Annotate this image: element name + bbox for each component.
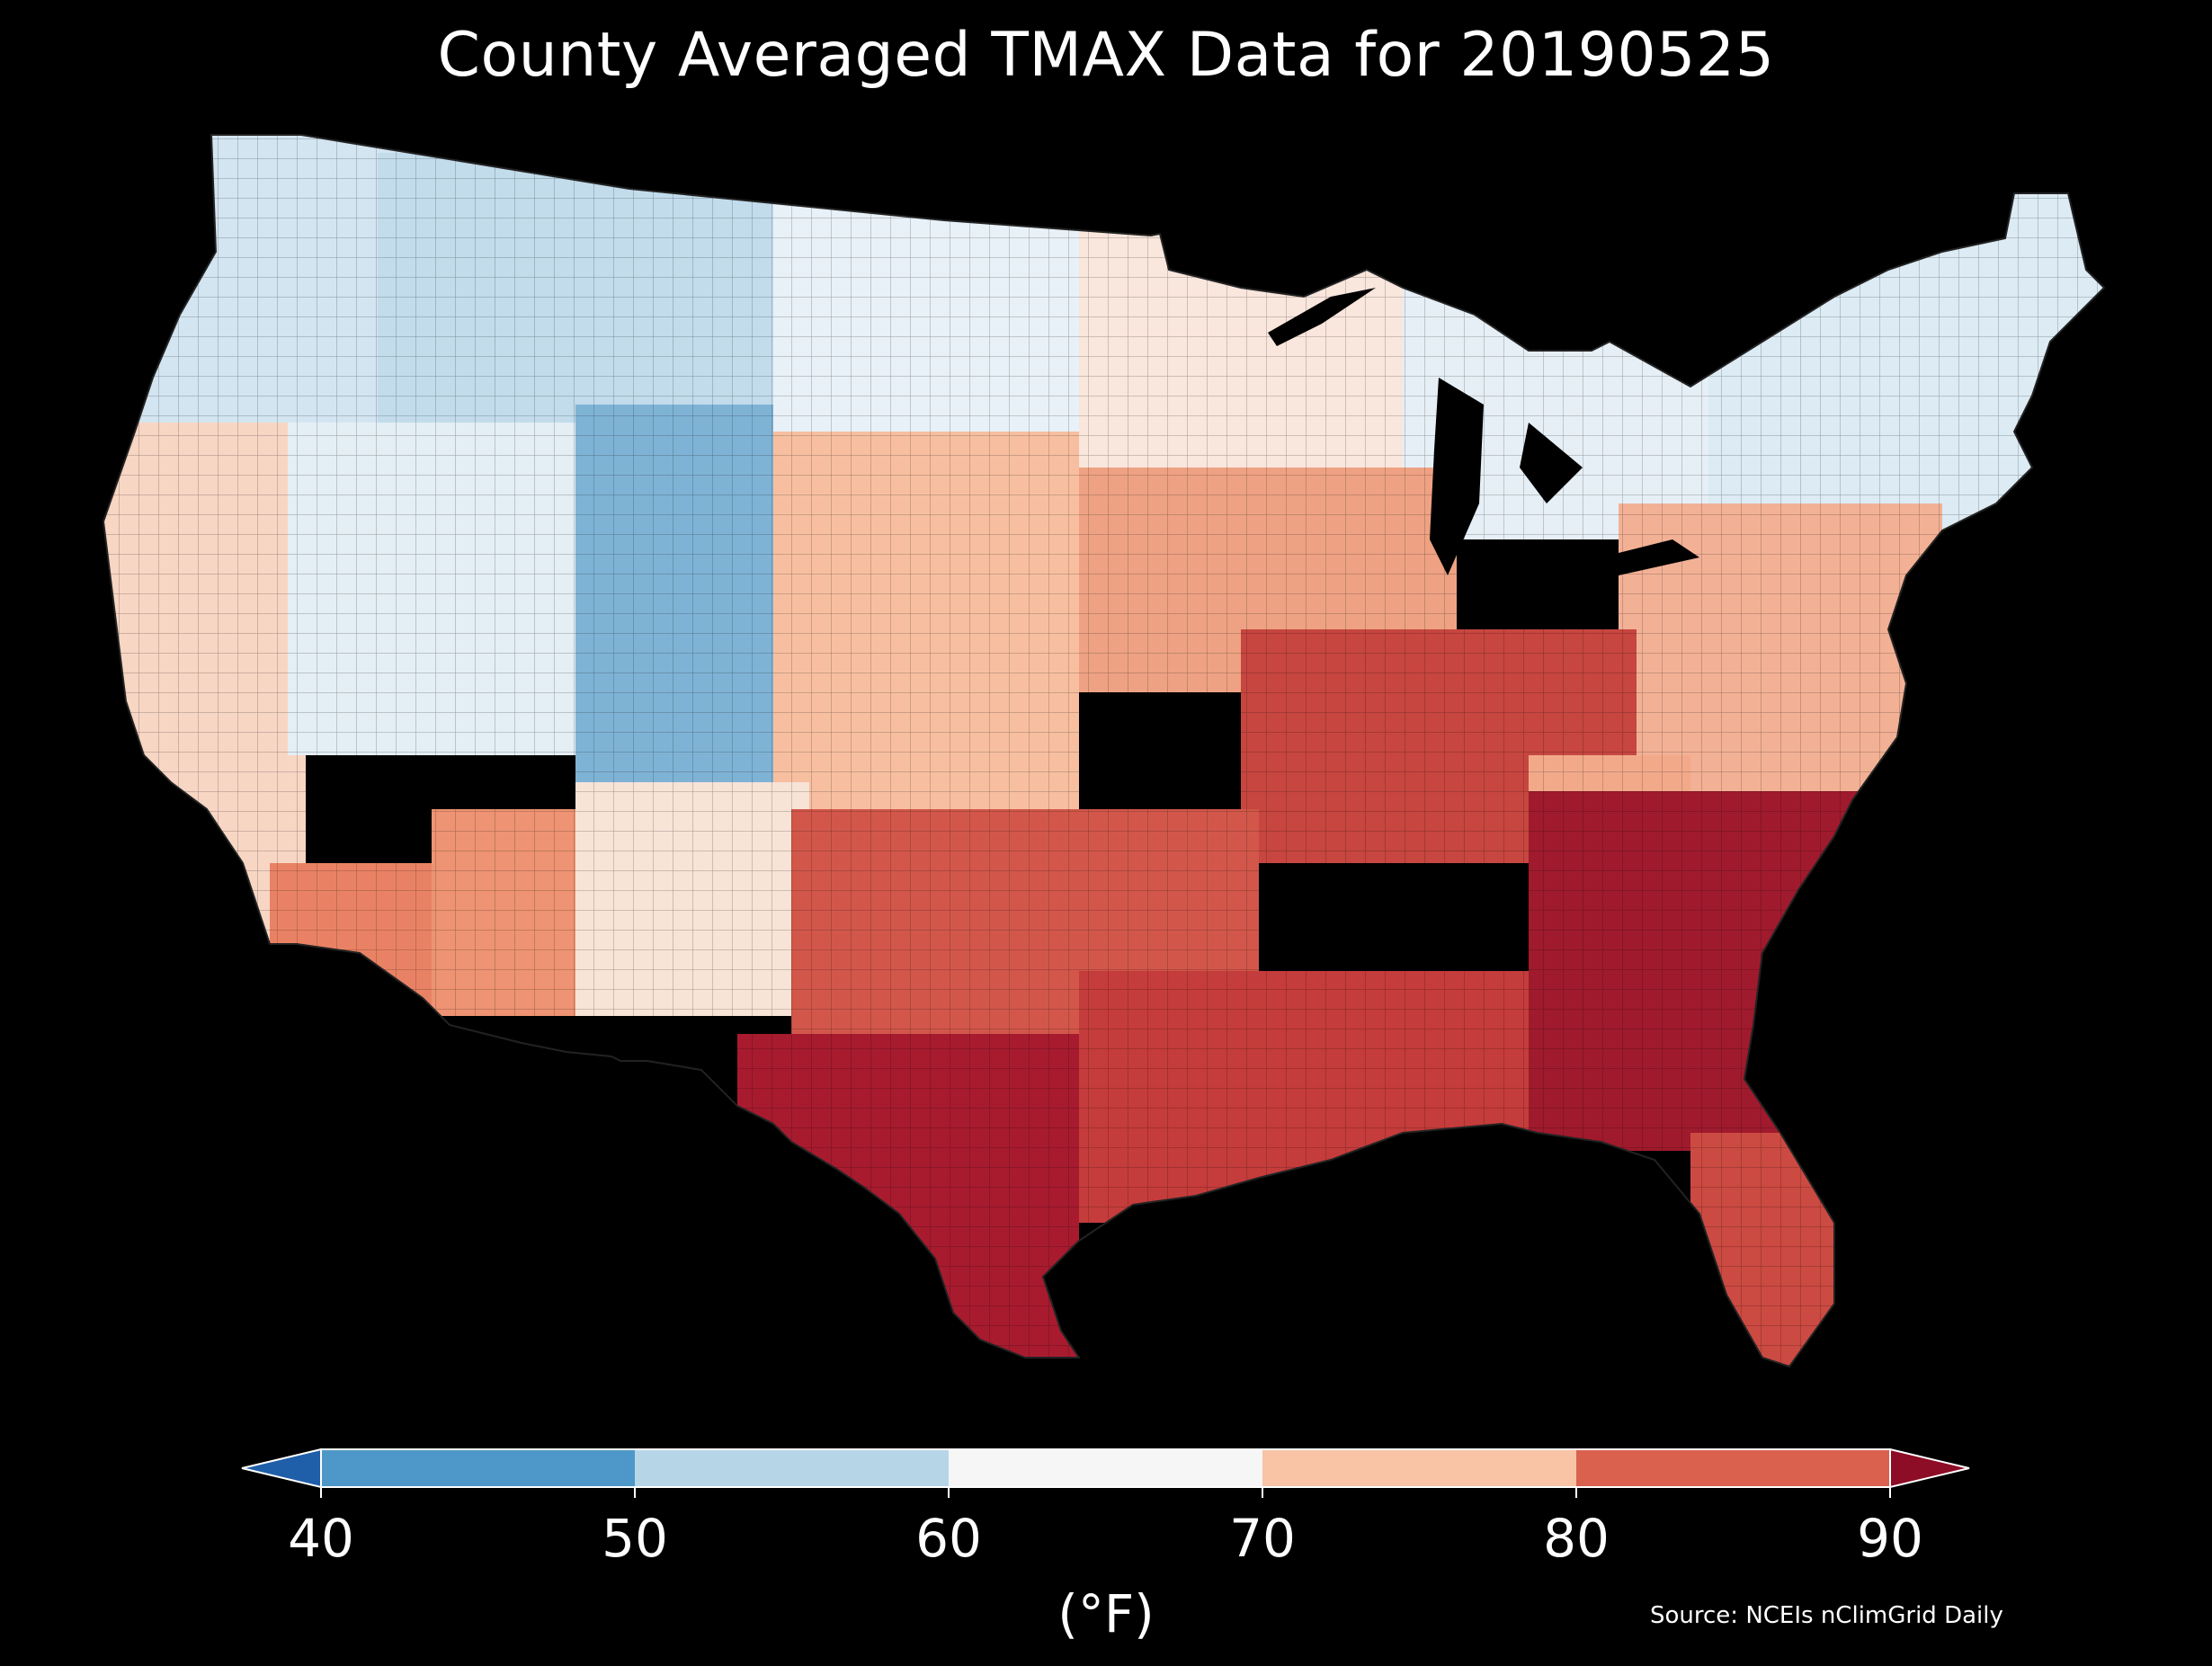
colorbar-label: (°F) <box>1057 1583 1155 1644</box>
colorbar-tick-label: 50 <box>602 1508 668 1569</box>
colorbar-extend-high <box>1889 1448 1970 1489</box>
colorbar-tick-label: 70 <box>1229 1508 1296 1569</box>
colorbar-extend-low <box>241 1448 322 1489</box>
source-credit: Source: NCEIs nClimGrid Daily <box>1650 1602 2003 1629</box>
colorbar-bin <box>1262 1449 1576 1487</box>
colorbar-frame <box>320 1448 1891 1488</box>
colorbar-tick-label: 40 <box>288 1508 354 1569</box>
colorbar-tick-label: 80 <box>1543 1508 1610 1569</box>
colorbar-bin <box>635 1449 949 1487</box>
colorbar-tick-label: 60 <box>915 1508 982 1569</box>
colorbar-bin <box>949 1449 1262 1487</box>
colorbar-bin <box>321 1449 635 1487</box>
colorbar-tick-label: 90 <box>1857 1508 1923 1569</box>
great-lakes <box>1268 288 1699 575</box>
map-title: County Averaged TMAX Data for 20190525 <box>437 20 1775 91</box>
colorbar-bin <box>1576 1449 1890 1487</box>
